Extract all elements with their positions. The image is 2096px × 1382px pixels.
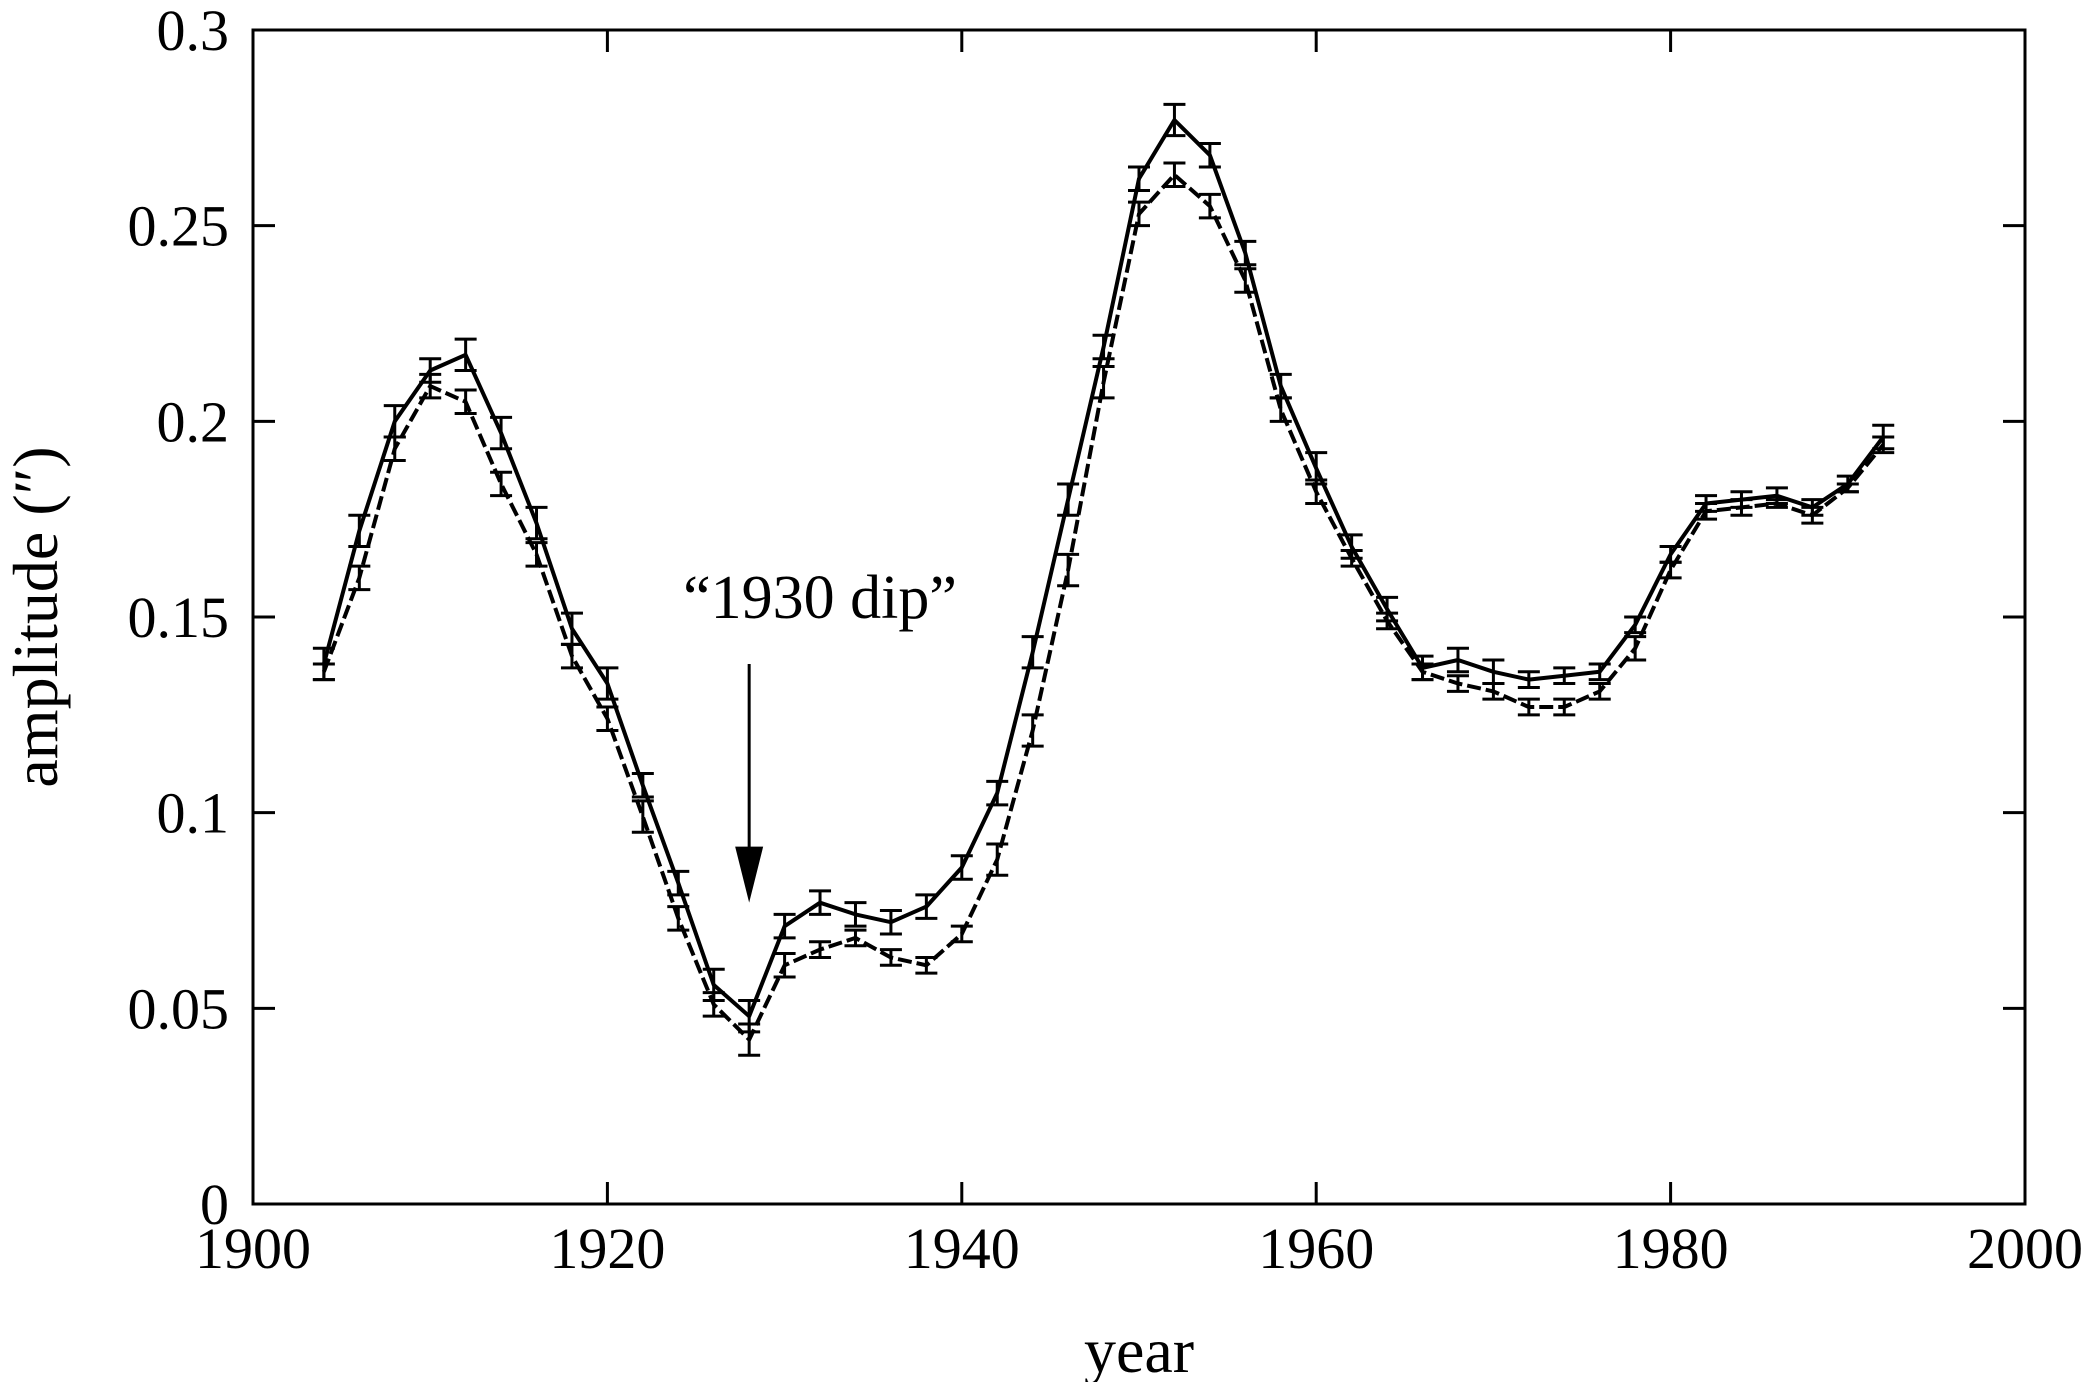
error-bar xyxy=(1482,682,1505,701)
y-tick-label: 0 xyxy=(200,1172,229,1237)
error-bar xyxy=(1872,435,1895,455)
error-bar xyxy=(1305,478,1328,506)
error-bar xyxy=(454,337,477,372)
error-bar xyxy=(1376,611,1399,631)
y-axis-title: amplitude (″) xyxy=(0,446,71,787)
annotation-layer: “1930 dip” xyxy=(683,564,957,903)
x-tick-label: 1940 xyxy=(904,1216,1020,1281)
x-tick-label: 1920 xyxy=(549,1216,665,1281)
error-bar xyxy=(1021,713,1044,748)
error-bar xyxy=(702,991,725,1018)
error-bar xyxy=(596,666,619,701)
annotation-arrow-head xyxy=(735,846,764,903)
error-bar xyxy=(1836,482,1859,494)
error-bar xyxy=(1128,165,1150,192)
x-tick-label: 2000 xyxy=(1967,1216,2083,1281)
y-tick-label: 0.25 xyxy=(128,194,230,259)
y-tick-label: 0.05 xyxy=(128,976,230,1041)
error-bar xyxy=(1234,239,1257,267)
error-bar xyxy=(525,541,548,568)
error-bar xyxy=(348,513,371,549)
error-bar xyxy=(844,901,867,928)
series-layer xyxy=(312,102,1895,1057)
error-bar xyxy=(560,642,583,670)
error-bar xyxy=(738,1022,761,1057)
error-bar xyxy=(1163,102,1186,138)
error-bar xyxy=(879,948,902,967)
error-bar xyxy=(1057,482,1080,517)
x-tick-label: 1900 xyxy=(195,1216,311,1281)
error-bar xyxy=(1446,646,1469,674)
error-bar xyxy=(844,928,867,948)
error-bar xyxy=(1517,670,1540,689)
error-bar xyxy=(1411,662,1434,682)
error-bar xyxy=(1695,502,1718,521)
y-tick-label: 0.2 xyxy=(157,389,230,454)
error-bar xyxy=(809,889,832,916)
error-bar xyxy=(1446,674,1469,693)
x-tick-label: 1960 xyxy=(1258,1216,1374,1281)
error-bar xyxy=(383,435,406,462)
error-bar xyxy=(773,952,796,979)
y-tick-labels: 0 0.05 0.1 0.15 0.2 0.25 0.3 xyxy=(128,0,230,1237)
annotation-label: “1930 dip” xyxy=(683,564,957,632)
x-tick-labels: 1900 1920 1940 1960 1980 2000 xyxy=(195,1216,2083,1281)
error-bar xyxy=(1198,141,1221,169)
error-bar xyxy=(419,372,442,400)
series-solid xyxy=(312,102,1895,1034)
error-bar xyxy=(1553,697,1576,717)
error-bar xyxy=(490,415,513,451)
error-bar xyxy=(915,955,938,975)
series-line xyxy=(322,172,1885,1042)
y-tick-label: 0.1 xyxy=(157,781,230,846)
error-bar xyxy=(312,662,335,682)
error-bar xyxy=(1234,267,1257,294)
error-bar xyxy=(1588,682,1611,701)
error-bar xyxy=(596,705,619,732)
error-bar xyxy=(1128,200,1150,228)
error-bar xyxy=(1765,498,1788,509)
error-bar xyxy=(490,470,513,498)
y-tick-label: 0.3 xyxy=(157,0,230,63)
error-bar xyxy=(879,909,902,936)
error-bar xyxy=(631,772,654,799)
error-bar xyxy=(631,799,654,834)
axis-ticks xyxy=(251,28,2027,1206)
error-bar xyxy=(454,388,477,416)
error-bar xyxy=(1659,560,1682,580)
error-bar xyxy=(1092,365,1115,400)
error-bar xyxy=(1198,192,1221,220)
error-bar xyxy=(1021,635,1044,670)
error-bar xyxy=(809,940,832,959)
error-bar xyxy=(915,893,938,920)
error-bar xyxy=(950,924,973,944)
error-bar xyxy=(1801,505,1824,525)
error-bar xyxy=(1057,552,1080,588)
error-bar xyxy=(986,779,1009,807)
x-tick-label: 1980 xyxy=(1613,1216,1729,1281)
error-bar xyxy=(1163,161,1186,189)
error-bar xyxy=(986,842,1009,877)
error-bar xyxy=(1553,666,1576,686)
x-axis-title: year xyxy=(1084,1315,1194,1382)
error-bar xyxy=(348,564,371,592)
error-bar xyxy=(1517,697,1540,717)
series-dashed xyxy=(312,161,1895,1057)
error-bar xyxy=(773,912,796,940)
error-bar xyxy=(1730,498,1753,517)
y-tick-label: 0.15 xyxy=(128,585,230,650)
error-bar xyxy=(1624,635,1647,662)
error-bar xyxy=(1340,548,1363,568)
error-bar xyxy=(525,505,548,541)
error-bar xyxy=(1269,396,1292,423)
error-bar xyxy=(667,905,690,932)
error-bar xyxy=(950,854,973,881)
series-line xyxy=(321,118,1885,1019)
error-bar xyxy=(1092,333,1115,361)
